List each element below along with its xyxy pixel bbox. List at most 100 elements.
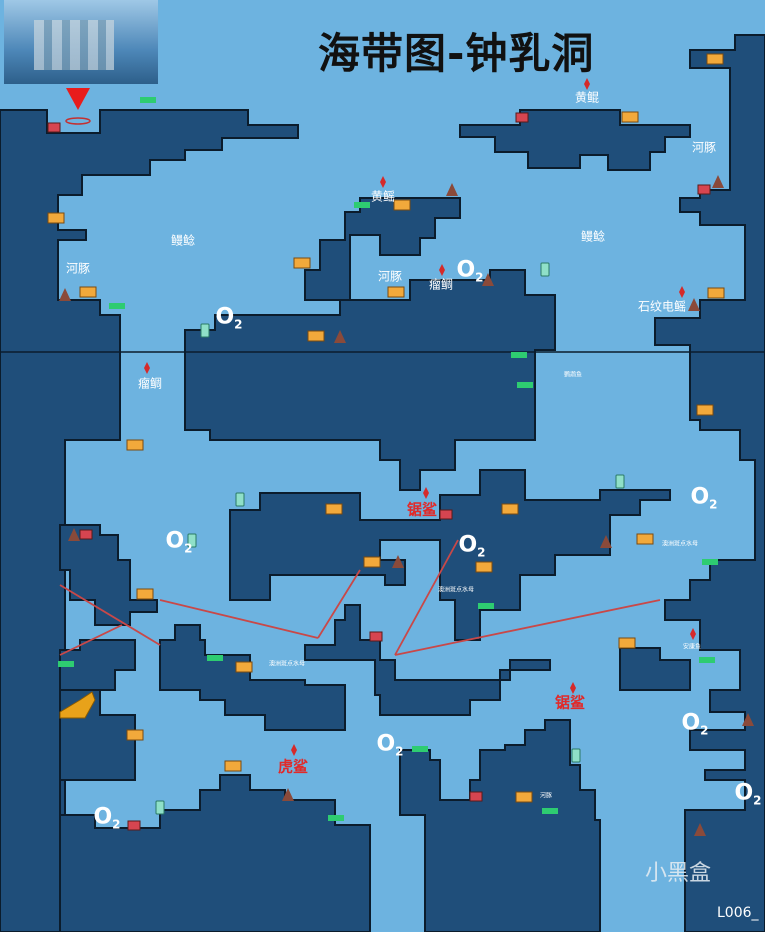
entrance-ring-icon [65, 117, 91, 125]
seaweed-tag-icon [207, 655, 223, 661]
rock-right-wall [654, 34, 765, 932]
supply-box-icon [618, 637, 636, 649]
oxygen-marker: O2 [215, 304, 243, 332]
supply-box-icon [293, 257, 311, 269]
supply-box-icon [501, 503, 519, 515]
rock-central-mass [184, 269, 556, 491]
rock-spike-icon [446, 183, 458, 196]
seaweed-tag-icon [58, 661, 74, 667]
rock-top-ledge [459, 109, 691, 171]
red-diamond-icon [291, 744, 297, 756]
danger-label: 锯鲨 [406, 500, 438, 519]
fish-label: 鳗鲶 [170, 233, 196, 248]
oxygen-marker: O2 [456, 257, 484, 285]
fish-label: 河豚 [377, 269, 403, 284]
supply-box-icon [363, 556, 381, 568]
supply-box-icon [696, 404, 714, 416]
fish-label: 石纹电鳐 [637, 299, 687, 314]
treasure-chest-icon [79, 529, 93, 540]
map-title: 海带图-钟乳洞 [318, 29, 595, 78]
rock-bottom-middle [399, 719, 601, 932]
rock-spike-icon [59, 288, 71, 301]
radio-icon [571, 748, 581, 763]
rock-right-lower [619, 647, 691, 691]
red-diamond-icon [584, 78, 590, 90]
red-diamond-icon [144, 362, 150, 374]
entrance-marker-icon [66, 88, 90, 110]
fish-label: 澳洲斑点水母 [268, 660, 306, 668]
fish-label: 鹦鹉鱼 [563, 371, 583, 379]
seaweed-tag-icon [109, 303, 125, 309]
seaweed-tag-icon [511, 352, 527, 358]
radio-icon [540, 262, 550, 277]
rock-spike-icon [392, 555, 404, 568]
treasure-chest-icon [127, 820, 141, 831]
route-arrow-icon [59, 584, 161, 646]
supply-box-icon [636, 533, 654, 545]
rock-spike-icon [282, 788, 294, 801]
rock-upper-island [304, 197, 461, 301]
supply-box-icon [47, 212, 65, 224]
red-diamond-icon [679, 286, 685, 298]
seaweed-tag-icon [517, 382, 533, 388]
red-diamond-icon [423, 487, 429, 499]
oxygen-marker: O2 [690, 484, 718, 512]
supply-box-icon [475, 561, 493, 573]
route-arrow-icon [317, 569, 361, 639]
seaweed-tag-icon [478, 603, 494, 609]
rock-spike-icon [68, 528, 80, 541]
rock-spike-icon [694, 823, 706, 836]
oxygen-marker: O2 [734, 780, 762, 808]
location-thumbnail [4, 0, 158, 84]
route-arrow-icon [394, 539, 459, 656]
red-diamond-icon [570, 682, 576, 694]
fish-label: 河豚 [65, 261, 91, 276]
seaweed-tag-icon [354, 202, 370, 208]
danger-label: 虎鲨 [277, 757, 309, 776]
red-diamond-icon [690, 628, 696, 640]
rock-left-wall [0, 109, 299, 932]
supply-box-icon [307, 330, 325, 342]
seaweed-tag-icon [412, 746, 428, 752]
supply-box-icon [126, 439, 144, 451]
radio-icon [187, 533, 197, 548]
supply-box-icon [235, 661, 253, 673]
fish-label: 澳洲斑点水母 [437, 586, 475, 594]
oxygen-marker: O2 [93, 804, 121, 832]
danger-label: 锯鲨 [554, 693, 586, 712]
seaweed-tag-icon [140, 97, 156, 103]
supply-box-icon [706, 53, 724, 65]
treasure-chest-icon [369, 631, 383, 642]
seaweed-tag-icon [328, 815, 344, 821]
radio-icon [200, 323, 210, 338]
seaweed-tag-icon [702, 559, 718, 565]
supply-box-icon [79, 286, 97, 298]
oxygen-marker: O2 [458, 532, 486, 560]
supply-box-icon [621, 111, 639, 123]
fish-label: 河豚 [691, 140, 717, 155]
treasure-chest-icon [515, 112, 529, 123]
supply-box-icon [387, 286, 405, 298]
seaweed-tag-icon [699, 657, 715, 663]
supply-box-icon [325, 503, 343, 515]
rock-spike-icon [712, 175, 724, 188]
rock-spike-icon [334, 330, 346, 343]
fish-label: 河豚 [539, 792, 553, 800]
oxygen-marker: O2 [165, 528, 193, 556]
fish-label: 鳗鲶 [580, 229, 606, 244]
rock-spike-icon [688, 298, 700, 311]
rock-lower-left-island [159, 624, 346, 731]
fish-label: 黄鳐 [370, 189, 396, 204]
watermark-logo: 小黑盒 [645, 861, 712, 886]
treasure-chest-icon [697, 184, 711, 195]
route-arrow-icon [59, 624, 123, 656]
rock-spike-icon [600, 535, 612, 548]
supply-box-icon [136, 588, 154, 600]
rock-spike-icon [482, 273, 494, 286]
rock-spike-icon [742, 713, 754, 726]
fish-label: 瘤鲷 [137, 376, 163, 391]
oxygen-marker: O2 [681, 710, 709, 738]
fish-label: 澳洲斑点水母 [661, 540, 699, 548]
rock-bottom-left [59, 689, 371, 932]
